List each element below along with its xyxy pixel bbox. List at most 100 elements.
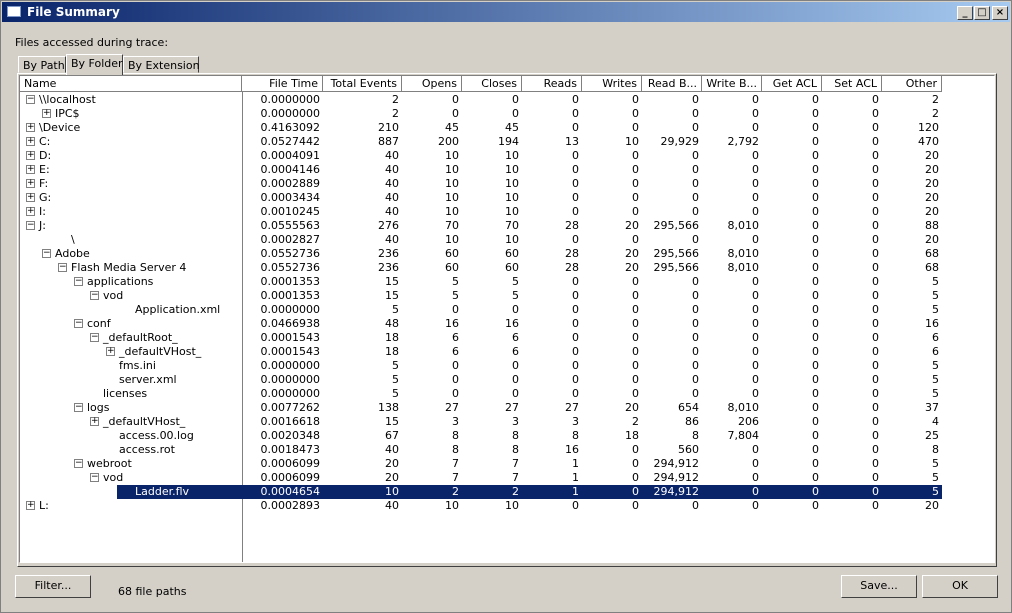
table-row[interactable]: + C: 0.0527442 887 200 194 13 10 29,929 2,792 0 0 47… — [20, 135, 994, 149]
collapse-icon[interactable]: − — [90, 290, 99, 300]
cell-closes: 10 — [505, 163, 519, 176]
expand-icon[interactable]: + — [90, 416, 99, 426]
table-row[interactable]: − Adobe 0.0552736 236 60 60 28 20 295,566 8,010 0 0… — [20, 247, 994, 261]
ok-button[interactable]: OK — [922, 575, 998, 598]
cell-other: 5 — [932, 275, 939, 288]
cell-read-b: 0 — [692, 191, 699, 204]
cell-opens: 10 — [445, 177, 459, 190]
column-header-opens[interactable]: Opens — [402, 76, 462, 92]
collapse-icon[interactable]: − — [74, 402, 83, 412]
expand-icon[interactable]: + — [26, 178, 35, 188]
cell-write-b: 0 — [752, 121, 759, 134]
expand-icon[interactable]: + — [26, 136, 35, 146]
collapse-icon[interactable]: − — [42, 248, 51, 258]
cell-get-acl: 0 — [812, 457, 819, 470]
table-row[interactable]: + F: 0.0002889 40 10 10 0 0 0 0 0 0 20 — [20, 177, 994, 191]
table-row[interactable]: + _defaultVHost_ 0.0016618 15 3 3 3 2 86 206 0 0 4 — [20, 415, 994, 429]
collapse-icon[interactable]: − — [74, 318, 83, 328]
cell-get-acl: 0 — [812, 163, 819, 176]
maximize-button[interactable]: □ — [974, 6, 990, 20]
table-row[interactable]: + D: 0.0004091 40 10 10 0 0 0 0 0 0 20 — [20, 149, 994, 163]
cell-get-acl: 0 — [812, 289, 819, 302]
table-row[interactable]: − J: 0.0555563 276 70 70 28 20 295,566 8,010 0 0 88 — [20, 219, 994, 233]
cell-write-b: 0 — [752, 471, 759, 484]
expand-icon[interactable]: + — [26, 150, 35, 160]
expand-icon[interactable]: + — [42, 108, 51, 118]
cell-reads: 0 — [572, 107, 579, 120]
cell-writes: 20 — [625, 219, 639, 232]
table-row[interactable]: − logs 0.0077262 138 27 27 27 20 654 8,010 0 0 37 — [20, 401, 994, 415]
collapse-icon[interactable]: − — [90, 332, 99, 342]
table-row[interactable]: \ 0.0002827 40 10 10 0 0 0 0 0 0 20 — [20, 233, 994, 247]
table-row[interactable]: fms.ini 0.0000000 5 0 0 0 0 0 0 0 0 5 — [20, 359, 994, 373]
table-row[interactable]: + E: 0.0004146 40 10 10 0 0 0 0 0 0 20 — [20, 163, 994, 177]
column-header-name[interactable]: Name — [20, 76, 242, 92]
table-row[interactable]: − webroot 0.0006099 20 7 7 1 0 294,912 0 0 0 5 — [20, 457, 994, 471]
collapse-icon[interactable]: − — [74, 276, 83, 286]
column-header-set-acl[interactable]: Set ACL — [822, 76, 882, 92]
table-row[interactable]: + G: 0.0003434 40 10 10 0 0 0 0 0 0 20 — [20, 191, 994, 205]
cell-reads: 0 — [572, 121, 579, 134]
column-header-writes[interactable]: Writes — [582, 76, 642, 92]
expand-icon[interactable]: + — [26, 192, 35, 202]
table-row[interactable]: − conf 0.0466938 48 16 16 0 0 0 0 0 0 16 — [20, 317, 994, 331]
table-row[interactable]: access.rot 0.0018473 40 8 8 16 0 560 0 0 0 8 — [20, 443, 994, 457]
filter-button[interactable]: Filter... — [15, 575, 91, 598]
cell-get-acl: 0 — [812, 261, 819, 274]
table-row[interactable]: server.xml 0.0000000 5 0 0 0 0 0 0 0 0 5 — [20, 373, 994, 387]
table-row[interactable]: − applications 0.0001353 15 5 5 0 0 0 0 0 0 5 — [20, 275, 994, 289]
collapse-icon[interactable]: − — [74, 458, 83, 468]
column-header-get-acl[interactable]: Get ACL — [762, 76, 822, 92]
cell-writes: 0 — [632, 331, 639, 344]
column-header-total-events[interactable]: Total Events — [323, 76, 402, 92]
tab-by-folder[interactable]: By Folder — [66, 54, 123, 75]
table-row[interactable]: + IPC$ 0.0000000 2 0 0 0 0 0 0 0 0 2 — [20, 107, 994, 121]
cell-read-b: 0 — [692, 289, 699, 302]
expand-icon[interactable]: + — [26, 206, 35, 216]
column-header-read-b[interactable]: Read B... — [642, 76, 702, 92]
collapse-icon[interactable]: − — [26, 220, 35, 230]
table-row[interactable]: − vod 0.0001353 15 5 5 0 0 0 0 0 0 5 — [20, 289, 994, 303]
expand-icon[interactable]: + — [26, 500, 35, 510]
cell-opens: 60 — [445, 261, 459, 274]
expand-icon[interactable]: + — [26, 122, 35, 132]
table-row[interactable]: Application.xml 0.0000000 5 0 0 0 0 0 0 0 0 5 — [20, 303, 994, 317]
expand-icon[interactable]: + — [26, 164, 35, 174]
cell-writes: 0 — [632, 275, 639, 288]
cell-total-events: 15 — [385, 275, 399, 288]
cell-total-events: 236 — [378, 261, 399, 274]
tab-by-path[interactable]: By Path — [18, 56, 66, 73]
collapse-icon[interactable]: − — [90, 472, 99, 482]
table-row[interactable]: − _defaultRoot_ 0.0001543 18 6 6 0 0 0 0 0 0 6 — [20, 331, 994, 345]
tab-by-extension[interactable]: By Extension — [123, 56, 200, 73]
folder-name: _defaultRoot_ — [103, 331, 178, 344]
column-header-reads[interactable]: Reads — [522, 76, 582, 92]
save-button[interactable]: Save... — [841, 575, 917, 598]
close-button[interactable]: × — [992, 6, 1008, 20]
cell-writes: 0 — [632, 121, 639, 134]
column-header-file-time[interactable]: File Time — [242, 76, 323, 92]
column-header-other[interactable]: Other — [882, 76, 942, 92]
cell-total-events: 2 — [392, 107, 399, 120]
collapse-icon[interactable]: − — [58, 262, 67, 272]
minimize-button[interactable]: _ — [957, 6, 973, 20]
column-header-closes[interactable]: Closes — [462, 76, 522, 92]
table-row[interactable]: + \Device 0.4163092 210 45 45 0 0 0 0 0 0 120 — [20, 121, 994, 135]
column-header-write-b[interactable]: Write B... — [702, 76, 762, 92]
table-row[interactable]: + _defaultVHost_ 0.0001543 18 6 6 0 0 0 0 0 0 6 — [20, 345, 994, 359]
collapse-icon[interactable]: − — [26, 94, 35, 104]
table-row[interactable]: + I: 0.0010245 40 10 10 0 0 0 0 0 0 20 — [20, 205, 994, 219]
table-row[interactable]: − Flash Media Server 4 0.0552736 236 60 60 28 2… — [20, 261, 994, 275]
cell-get-acl: 0 — [812, 149, 819, 162]
folder-name: vod — [103, 289, 124, 302]
table-row[interactable]: − vod 0.0006099 20 7 7 1 0 294,912 0 0 0 5 — [20, 471, 994, 485]
folder-tree-table[interactable]: Name File Time Total Events Opens Closes Read… — [19, 75, 995, 563]
table-row[interactable]: access.00.log 0.0020348 67 8 8 8 18 8 7,804 0 0 25 — [20, 429, 994, 443]
table-row[interactable]: Ladder.flv 0.0004654 10 2 2 1 0 294,912 0 0 0 5 — [20, 485, 994, 499]
expand-icon[interactable]: + — [106, 346, 115, 356]
table-row[interactable]: − \\localhost 0.0000000 2 0 0 0 0 0 0 0 0 2 — [20, 93, 994, 107]
title-bar[interactable]: File Summary _ □ × — [2, 2, 1010, 22]
table-row[interactable]: licenses 0.0000000 5 0 0 0 0 0 0 0 0 5 — [20, 387, 994, 401]
table-row[interactable]: + L: 0.0002893 40 10 10 0 0 0 0 0 0 20 — [20, 499, 994, 513]
